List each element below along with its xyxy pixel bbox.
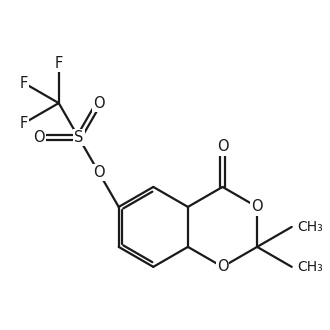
Text: O: O	[33, 130, 45, 145]
Text: S: S	[74, 130, 83, 145]
Text: O: O	[217, 259, 228, 274]
Text: CH₃: CH₃	[298, 220, 323, 234]
Text: O: O	[251, 199, 263, 214]
Text: F: F	[20, 76, 28, 91]
Text: F: F	[20, 115, 28, 131]
Text: CH₃: CH₃	[298, 260, 323, 274]
Text: O: O	[217, 140, 228, 154]
Text: O: O	[93, 165, 105, 180]
Text: O: O	[93, 96, 105, 111]
Text: F: F	[55, 56, 63, 71]
